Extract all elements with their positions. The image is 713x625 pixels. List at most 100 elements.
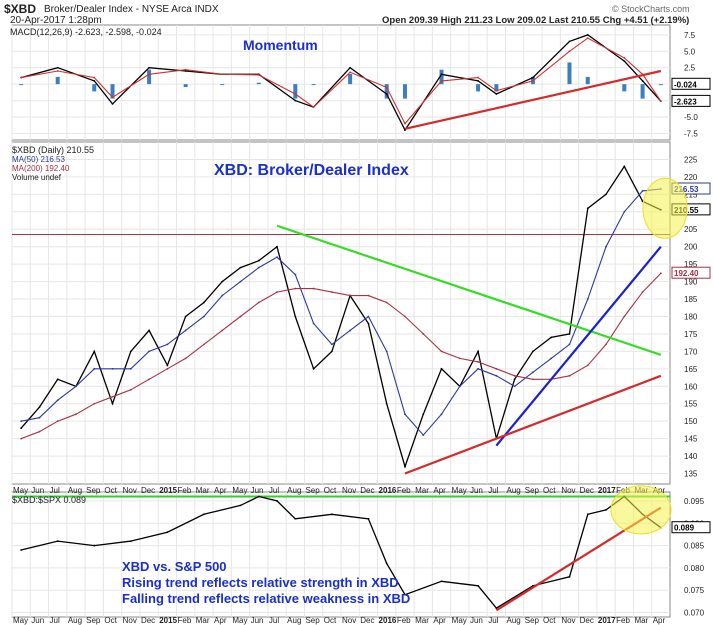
macd-histogram-bar xyxy=(256,82,261,85)
data-point xyxy=(550,357,553,360)
data-point xyxy=(184,315,187,318)
value-tag-box xyxy=(671,77,711,90)
x-tick-label: Dec xyxy=(360,486,374,495)
value-tag-box xyxy=(671,94,711,107)
ratio-legend: $XBD:$SPX 0.089 xyxy=(12,495,87,505)
data-point xyxy=(440,413,443,416)
data-point xyxy=(477,367,479,370)
chart-symbol: $XBD xyxy=(4,2,37,16)
x-tick-label: Sep xyxy=(86,486,101,495)
x-tick-label: Jun xyxy=(251,616,264,625)
x-tick-label: Nov xyxy=(123,486,137,495)
data-point xyxy=(257,266,260,269)
macd-histogram-bar xyxy=(55,76,60,85)
price-legend-main: $XBD (Daily) 210.55 xyxy=(12,145,95,155)
series-line-signal xyxy=(21,37,662,125)
data-point xyxy=(586,207,589,210)
data-point xyxy=(477,584,479,587)
data-point xyxy=(586,33,589,36)
data-point xyxy=(111,395,114,398)
data-point xyxy=(495,367,498,370)
x-tick-label: Mar xyxy=(196,486,210,495)
y-tick-label: 165 xyxy=(684,365,698,374)
data-point xyxy=(385,402,388,405)
data-point xyxy=(477,79,479,82)
data-point xyxy=(641,79,644,82)
x-tick-label: Sep xyxy=(305,616,320,625)
data-point xyxy=(294,287,297,290)
ratio-annotation-line-1: XBD vs. S&P 500 xyxy=(122,559,227,574)
data-point xyxy=(458,385,461,388)
x-tick-label: May xyxy=(13,616,28,625)
data-point xyxy=(404,465,406,468)
x-tick-label: Dec xyxy=(360,616,374,625)
data-point xyxy=(129,540,132,543)
momentum-annotation: Momentum xyxy=(243,37,318,53)
y-tick-label: 145 xyxy=(684,435,698,444)
macd-histogram-bar xyxy=(220,84,225,86)
x-tick-label: Feb xyxy=(178,616,192,625)
x-tick-label: Apr xyxy=(214,616,227,625)
data-point xyxy=(404,413,406,416)
data-point xyxy=(148,378,150,381)
value-tag-box xyxy=(671,266,711,279)
data-point xyxy=(440,79,443,82)
data-point xyxy=(659,100,662,103)
data-point xyxy=(276,256,278,259)
data-point xyxy=(385,350,388,353)
data-point xyxy=(276,291,278,293)
x-tick-label: 2017 xyxy=(598,616,616,625)
x-tick-label: Jul xyxy=(50,616,60,625)
series-line-ma-200- xyxy=(20,272,662,440)
ratio-annotation-line-3: Falling trend reflects relative weakness… xyxy=(122,591,411,606)
y-tick-label: 140 xyxy=(684,452,698,461)
data-point xyxy=(294,99,297,102)
data-point xyxy=(166,364,169,367)
x-tick-label: Jun xyxy=(470,616,483,625)
data-point xyxy=(294,315,297,318)
data-point xyxy=(623,165,626,168)
x-tick-label: Jul xyxy=(269,616,279,625)
macd-histogram-bar xyxy=(567,62,572,85)
data-point xyxy=(257,301,260,304)
data-point xyxy=(385,93,388,95)
price-legend-ma50: MA(50) 216.53 xyxy=(12,155,65,164)
data-point xyxy=(513,385,516,388)
macd-histogram-bar xyxy=(311,84,316,86)
data-point xyxy=(605,193,607,196)
data-point xyxy=(440,367,443,370)
data-point xyxy=(276,245,278,248)
y-tick-label: 215 xyxy=(684,190,698,199)
data-point xyxy=(239,280,242,283)
data-point xyxy=(532,79,534,82)
y-tick-label: 5.0 xyxy=(684,47,696,56)
x-tick-label: Apr xyxy=(653,616,666,625)
data-point xyxy=(641,189,644,192)
data-point xyxy=(221,73,224,76)
data-point xyxy=(75,413,77,416)
data-point xyxy=(93,350,96,353)
y-tick-label: 205 xyxy=(684,225,698,234)
data-point xyxy=(605,508,607,511)
data-point xyxy=(294,517,297,520)
y-tick-label: 195 xyxy=(684,260,698,269)
data-point xyxy=(184,68,187,71)
y-tick-label: 185 xyxy=(684,295,698,304)
x-tick-label: Oct xyxy=(543,486,556,495)
y-tick-label: 200 xyxy=(684,243,698,252)
data-point xyxy=(221,294,224,297)
x-tick-label: Oct xyxy=(324,486,337,495)
x-tick-label: 2015 xyxy=(159,486,177,495)
data-point xyxy=(184,357,187,360)
data-point xyxy=(38,416,41,419)
y-tick-label: 2.5 xyxy=(684,64,696,73)
data-point xyxy=(568,50,571,53)
chart-index-name: Broker/Dealer Index - NYSE Arca INDX xyxy=(44,4,219,15)
data-point xyxy=(367,294,370,297)
data-point xyxy=(623,56,626,59)
macd-histogram-bar xyxy=(439,69,444,85)
data-point xyxy=(166,343,169,346)
data-point xyxy=(20,427,23,430)
data-point xyxy=(294,93,297,95)
data-point xyxy=(513,374,516,377)
